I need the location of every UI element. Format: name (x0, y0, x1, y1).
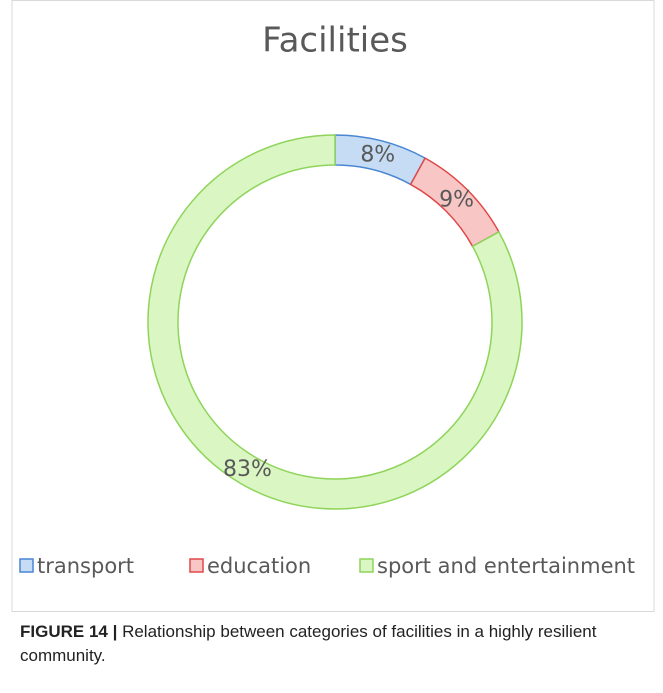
legend-swatch (189, 558, 204, 573)
legend-label: education (207, 554, 311, 578)
chart-title: Facilities (262, 21, 408, 61)
data-label: 8% (360, 142, 395, 167)
legend-label: transport (37, 554, 134, 578)
chart-frame (11, 0, 655, 612)
data-label: 83% (223, 457, 272, 482)
legend-label: sport and entertainment (377, 554, 635, 578)
caption-text: Relationship between categories of facil… (20, 622, 597, 665)
caption: FIGURE 14 | Relationship between categor… (20, 620, 640, 668)
legend-swatch (19, 558, 34, 573)
data-label: 9% (439, 187, 474, 212)
donut-segment (147, 134, 523, 510)
caption-label: FIGURE 14 | (20, 622, 118, 641)
chart: Facilities 8% 9% 83% transport education spor… (11, 0, 655, 612)
legend-swatch (359, 558, 374, 573)
